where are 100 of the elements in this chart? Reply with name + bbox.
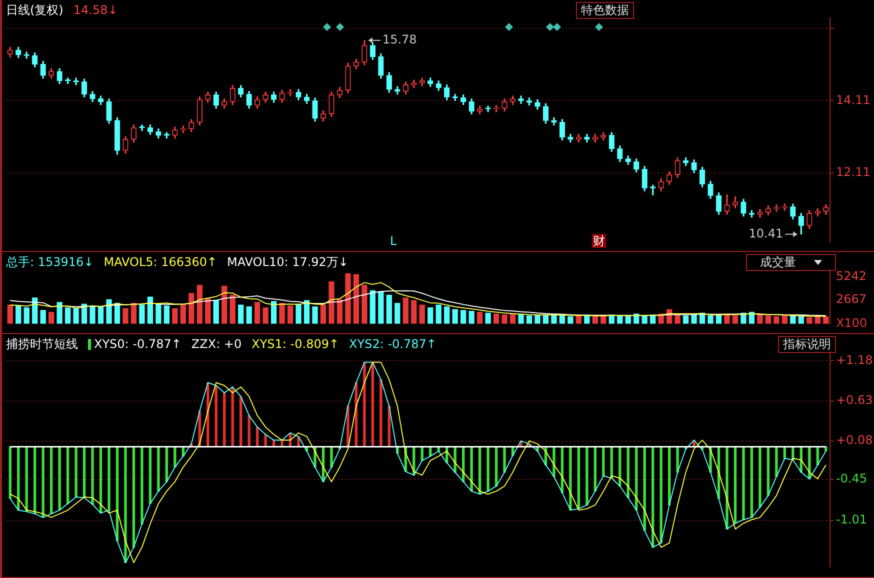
- text: 特色数据: [581, 2, 629, 19]
- bar: [132, 446, 136, 548]
- chart-title: 捕捞时节短线: [6, 336, 78, 352]
- bar: [734, 446, 737, 524]
- bar: [336, 299, 343, 324]
- legend-label: XYS0: -0.787↑: [94, 337, 182, 351]
- bar: [279, 302, 285, 324]
- bar: [476, 312, 483, 324]
- bar: [40, 310, 46, 324]
- bar: [674, 314, 680, 324]
- bar: [732, 315, 738, 324]
- bar: [296, 304, 302, 324]
- bar: [625, 316, 631, 324]
- bar: [304, 300, 310, 324]
- bar: [262, 307, 268, 324]
- bar: [82, 446, 86, 498]
- bar: [386, 294, 392, 324]
- bar: [485, 312, 491, 324]
- bar: [660, 446, 662, 544]
- bar: [25, 446, 28, 512]
- bar: [782, 315, 788, 324]
- bar: [586, 446, 588, 506]
- text: XYS1: -0.809↑: [252, 337, 340, 351]
- annotation: L: [390, 234, 397, 248]
- bar: [320, 304, 326, 324]
- text: MAVOL5: 166360↑: [104, 255, 218, 269]
- bar: [196, 284, 202, 324]
- bar: [180, 304, 186, 324]
- bar: [172, 308, 178, 324]
- annotation: 15.78: [382, 32, 417, 47]
- text: 14.58↓: [73, 3, 118, 17]
- bar: [758, 446, 762, 508]
- bar: [164, 306, 170, 324]
- bar: [486, 446, 490, 492]
- bar: [238, 304, 244, 324]
- bar: [394, 302, 400, 324]
- y-tick-label: -1.01: [836, 512, 868, 526]
- bar: [370, 290, 376, 324]
- bar: [774, 316, 780, 324]
- bar: [122, 308, 128, 324]
- bar: [798, 316, 804, 324]
- annotation: 10.41: [748, 226, 784, 240]
- bar: [742, 446, 745, 520]
- bar: [468, 310, 474, 324]
- ref-line-label: ZZX: +0: [191, 337, 242, 351]
- bar: [328, 281, 334, 324]
- bar: [58, 446, 61, 510]
- bar: [8, 446, 12, 499]
- bar: [73, 308, 79, 324]
- bar: [157, 446, 160, 492]
- bar: [254, 302, 260, 324]
- bar: [452, 309, 458, 324]
- bar: [7, 304, 13, 324]
- y-tick-label: -0.45: [836, 472, 868, 486]
- bar: [240, 396, 242, 448]
- bar: [34, 446, 36, 514]
- bar: [42, 446, 44, 518]
- bar: [378, 291, 384, 324]
- bar: [460, 310, 466, 324]
- y-tick-label: 2667: [836, 292, 867, 306]
- bar: [411, 300, 417, 324]
- bar: [428, 307, 434, 324]
- y-tick-label: 12.11: [836, 164, 870, 179]
- bar: [436, 304, 442, 324]
- bar: [230, 294, 236, 324]
- bar: [757, 314, 763, 324]
- bar: [691, 314, 697, 324]
- y-tick-label: 5242: [836, 268, 867, 283]
- bar: [345, 273, 351, 324]
- bar: [156, 304, 162, 324]
- bar: [90, 306, 96, 324]
- bar: [148, 446, 152, 504]
- bar: [568, 316, 574, 324]
- series-label: XYS2: -0.787↑: [349, 337, 436, 351]
- bar: [312, 306, 318, 324]
- bar: [56, 302, 62, 324]
- bar: [246, 306, 252, 324]
- text: 成交量: [760, 254, 796, 271]
- bar: [130, 302, 137, 324]
- y-tick-label: +0.08: [836, 433, 873, 448]
- bar: [24, 307, 30, 324]
- bar: [91, 446, 94, 505]
- bar: [108, 446, 110, 510]
- bar: [708, 315, 714, 324]
- bar: [592, 316, 598, 324]
- y-tick-label: +0.63: [836, 392, 873, 407]
- bar: [223, 392, 226, 448]
- bar: [510, 314, 516, 324]
- bar: [682, 315, 689, 324]
- bar: [98, 306, 104, 324]
- bar: [518, 314, 524, 324]
- bar: [577, 446, 580, 510]
- bar: [750, 446, 754, 518]
- text: 总手: 153916↓: [6, 254, 94, 270]
- bar: [64, 307, 71, 324]
- text: 指标说明: [783, 336, 831, 353]
- bar: [419, 304, 425, 324]
- bar: [50, 446, 53, 514]
- bar: [140, 446, 144, 524]
- text: X100: [836, 316, 868, 330]
